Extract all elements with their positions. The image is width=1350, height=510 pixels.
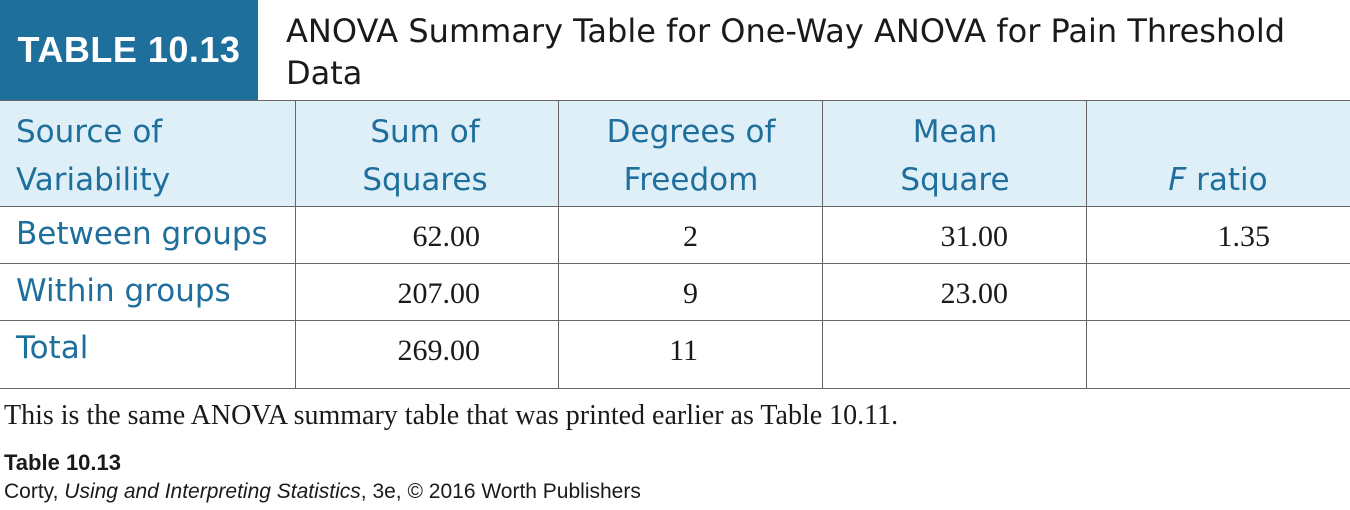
header-ss-line1: Sum of	[370, 114, 480, 150]
credit-author: Corty,	[4, 480, 65, 503]
cell-ss-between: 62.00	[412, 220, 481, 253]
credit-book-title: Using and Interpreting Statistics	[64, 480, 361, 503]
header-source-line2: Variability	[16, 162, 171, 198]
cell-df-total: 11	[669, 334, 698, 367]
table-reference: Table 10.13	[4, 450, 121, 475]
header-rule	[0, 206, 1350, 207]
row-source-between: Between groups	[16, 216, 268, 252]
column-divider	[822, 100, 823, 389]
table-header: TABLE 10.13 ANOVA Summary Table for One-…	[0, 0, 1350, 100]
table-number-label: TABLE 10.13	[0, 0, 258, 100]
header-f-symbol: F	[1168, 162, 1187, 198]
column-divider	[558, 100, 559, 389]
cell-df-within: 9	[683, 277, 698, 310]
header-mean-square: Mean Square	[850, 108, 1060, 204]
cell-f-between: 1.35	[1217, 220, 1271, 253]
header-degrees-of-freedom: Degrees of Freedom	[578, 108, 804, 204]
header-df-line1: Degrees of	[606, 114, 776, 150]
header-ms-line2: Square	[900, 162, 1010, 198]
header-sum-of-squares: Sum of Squares	[330, 108, 520, 204]
header-ms-line1: Mean	[912, 114, 998, 150]
cell-ms-within: 23.00	[940, 277, 1009, 310]
row-rule	[0, 263, 1350, 264]
header-df-line2: Freedom	[623, 162, 759, 198]
credit-publisher: , 3e, © 2016 Worth Publishers	[360, 480, 641, 503]
table-top-rule	[0, 100, 1350, 101]
header-f-ratio: F ratio	[1100, 156, 1336, 204]
table-title: ANOVA Summary Table for One-Way ANOVA fo…	[286, 12, 1286, 92]
column-header-background	[0, 100, 1350, 206]
header-f-text: ratio	[1186, 162, 1268, 198]
cell-ss-total: 269.00	[397, 334, 481, 367]
row-source-within: Within groups	[16, 273, 231, 309]
row-source-total: Total	[16, 330, 89, 366]
cell-ms-between: 31.00	[940, 220, 1009, 253]
table-bottom-rule	[0, 388, 1350, 389]
header-ss-line2: Squares	[362, 162, 488, 198]
cell-ss-within: 207.00	[397, 277, 481, 310]
header-source: Source of Variability	[16, 108, 286, 204]
header-source-line1: Source of	[16, 114, 163, 150]
row-rule	[0, 320, 1350, 321]
column-divider	[1086, 100, 1087, 389]
cell-df-between: 2	[683, 220, 698, 253]
table-note: This is the same ANOVA summary table tha…	[4, 400, 899, 431]
anova-table: Source of Variability Sum of Squares Deg…	[0, 100, 1350, 390]
source-credit: Corty, Using and Interpreting Statistics…	[4, 480, 641, 504]
column-divider	[295, 100, 296, 389]
